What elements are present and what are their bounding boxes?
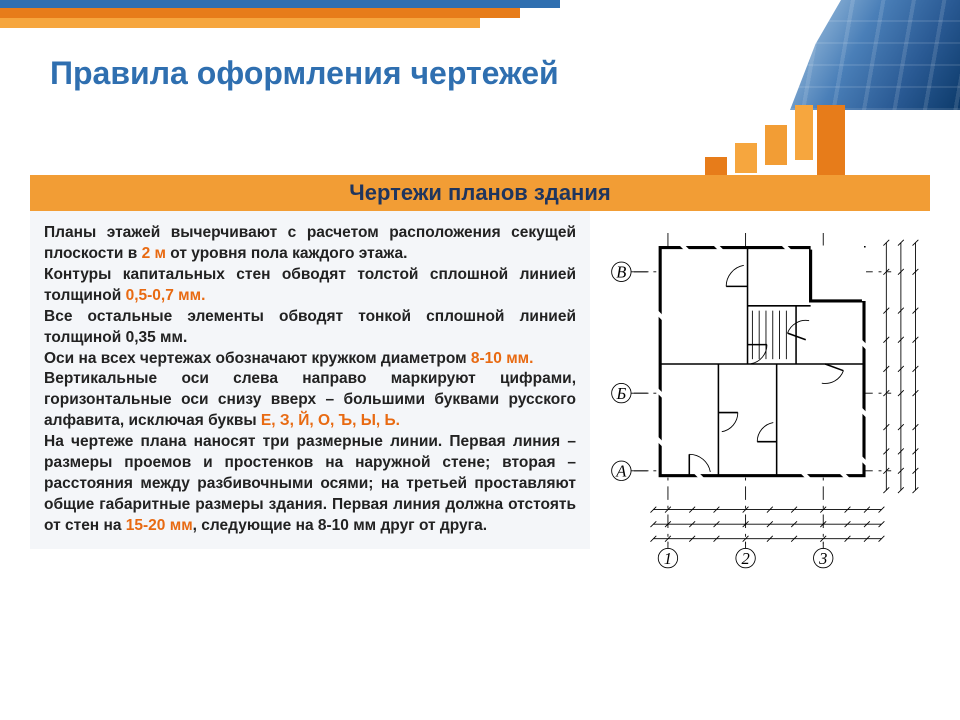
svg-text:1: 1	[664, 549, 672, 568]
svg-text:В: В	[616, 263, 626, 282]
p6-highlight: 15-20 мм	[126, 517, 193, 534]
subtitle-bar: Чертежи планов здания	[30, 175, 930, 211]
subtitle-text: Чертежи планов здания	[349, 180, 610, 206]
svg-text:А: А	[615, 462, 627, 481]
p6c: друг от друга.	[376, 517, 487, 534]
p6-bold: 8-10 мм	[318, 517, 376, 534]
p2a: Контуры капитальных стен обводят толстой…	[44, 266, 576, 304]
p4-highlight: 8-10 мм.	[471, 350, 534, 367]
floor-plan-diagram: В Б А 1 2 3	[600, 218, 930, 578]
p1-highlight: 2 м	[142, 245, 166, 262]
header-bar-orange	[0, 8, 520, 18]
page-title: Правила оформления чертежей	[50, 55, 559, 92]
accent-stripes	[705, 105, 855, 185]
content-panel: Планы этажей вычерчивают с расчетом расп…	[30, 211, 590, 549]
svg-text:3: 3	[818, 549, 827, 568]
p3: Все остальные элементы обводят тонкой сп…	[44, 308, 576, 346]
svg-text:2: 2	[741, 549, 749, 568]
svg-text:Б: Б	[615, 384, 626, 403]
header-bar-blue	[0, 0, 560, 8]
header-decoration	[0, 0, 960, 40]
p4a: Оси на всех чертежах обозначают кружком …	[44, 350, 471, 367]
p1b: от уровня пола каждого этажа.	[166, 245, 407, 262]
p6b: , следующие на	[193, 517, 318, 534]
p5-highlight: Е, З, Й, О, Ъ, Ы, Ь.	[261, 412, 400, 429]
header-bar-lightorange	[0, 18, 480, 28]
p2-highlight: 0,5-0,7 мм.	[126, 287, 206, 304]
